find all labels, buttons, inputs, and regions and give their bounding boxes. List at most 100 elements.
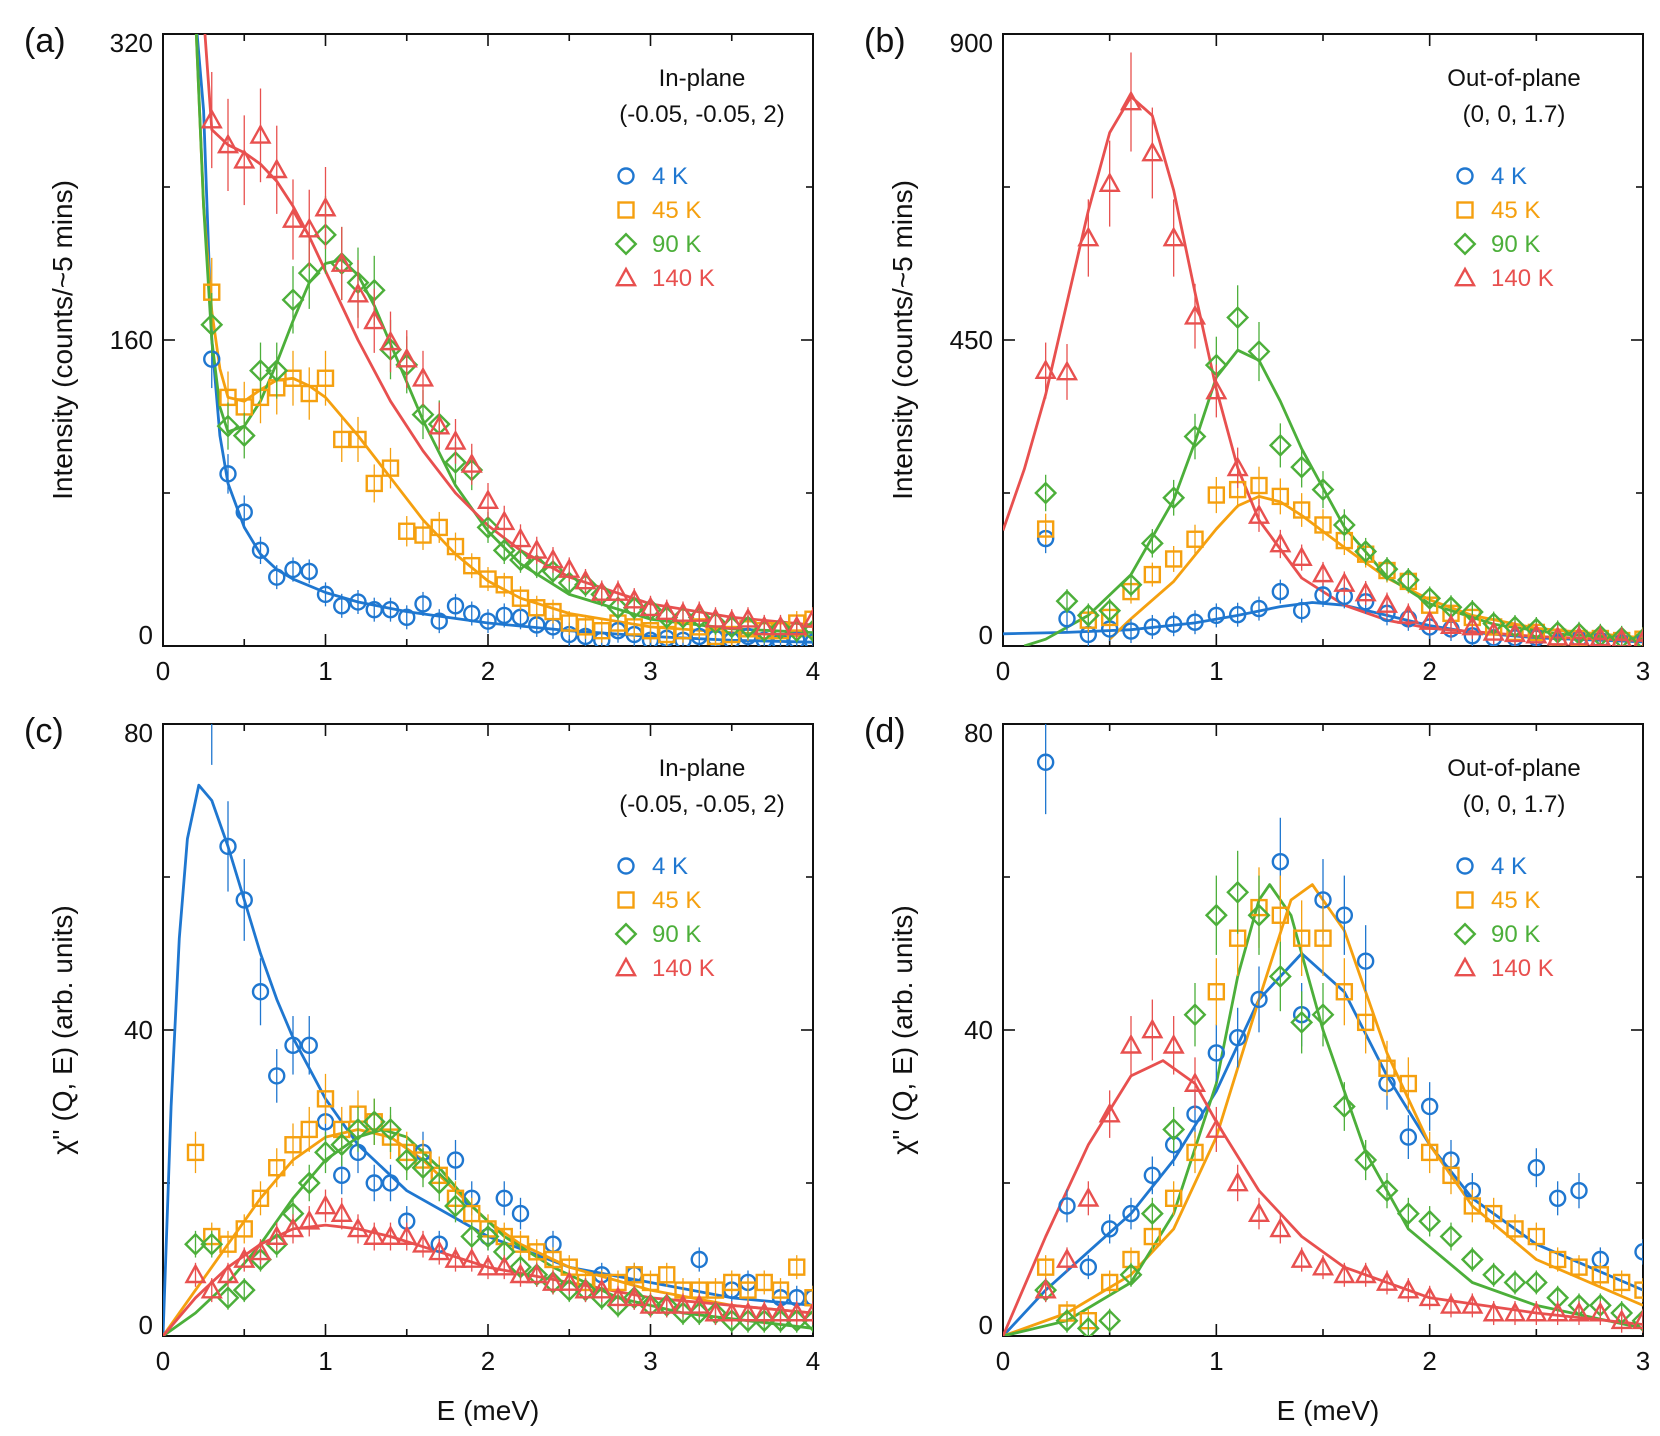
panel-a-point-140K <box>411 366 435 387</box>
panel-c-point-45K <box>511 1235 530 1253</box>
panel-d-legend: 4 K 45 K 90 K 140 K <box>1453 853 1554 982</box>
panel-d-point-90K <box>1460 1248 1484 1271</box>
panel-c-point-4K <box>365 1174 383 1192</box>
panel-b-point-90K <box>1098 599 1122 623</box>
panel-a-point-90K <box>297 261 321 285</box>
panel-b-point-140K <box>1525 623 1548 644</box>
panel-b-point-4K <box>1164 615 1183 633</box>
panel-a-ytick-label: 160 <box>110 325 153 355</box>
panel-d-point-140K <box>1311 1255 1335 1276</box>
panel-a-point-140K <box>769 615 792 636</box>
panel-c-point-140K <box>688 1293 711 1314</box>
panel-a-ytick-label: 320 <box>110 28 153 58</box>
panel-a-point-140K <box>525 538 548 559</box>
panel-c-point-45K <box>235 1220 253 1238</box>
panel-a-point-4K <box>463 604 481 623</box>
panel-a-point-90K <box>444 450 467 474</box>
panel-d-legend-marker <box>1456 891 1474 909</box>
panel-b-point-140K <box>1226 456 1249 477</box>
panel-c-point-140K <box>379 1225 402 1245</box>
panel-c-point-45K <box>300 1120 318 1139</box>
panel-d-ylabel: χ'' (Q, E) (arb. units) <box>887 905 918 1154</box>
panel-d-point-4K <box>1399 1128 1418 1146</box>
panel-b-point-45K <box>1207 486 1226 504</box>
panel-a-annotation-line2: (-0.05, -0.05, 2) <box>619 101 784 128</box>
panel-d-point-4K <box>1207 1044 1226 1062</box>
panel-d-point-140K <box>1567 1301 1591 1322</box>
panel-b-point-140K <box>1333 571 1356 592</box>
panel-a-point-90K <box>606 596 630 620</box>
panel-a-point-140K <box>541 548 565 569</box>
panel-d-point-90K <box>1119 1263 1143 1287</box>
panel-c-point-4K <box>251 983 270 1001</box>
panel-d-plot: 0 1 2 3 0 40 80 <box>964 718 1650 1376</box>
panel-a-ytick-label: 0 <box>139 620 153 650</box>
panel-a-point-4K <box>219 465 237 483</box>
panel-c-point-140K <box>655 1293 678 1314</box>
panel-a-legend-label: 90 K <box>652 231 701 258</box>
panel-b-point-90K <box>1311 478 1335 502</box>
panel-c-point-140K <box>704 1301 727 1322</box>
panel-c-point-45K <box>625 1266 643 1284</box>
panel-b-point-4K <box>1250 599 1268 618</box>
panel-d-point-45K <box>1591 1266 1610 1284</box>
panel-d-point-90K <box>1055 1309 1079 1333</box>
panel-d-xlabel: E (meV) <box>1277 1395 1380 1426</box>
panel-a-point-45K <box>593 622 611 640</box>
panel-b-point-90K <box>1290 455 1314 479</box>
panel-a-legend-marker <box>614 266 638 287</box>
panel-a-legend-marker <box>617 201 635 219</box>
panel-c-ytick-label: 40 <box>124 1015 153 1045</box>
panel-b-point-90K <box>1162 486 1186 510</box>
panel-d-point-45K <box>1527 1227 1546 1246</box>
panel-c-point-45K <box>771 1281 790 1299</box>
panel-d: (d) χ'' (Q, E) (arb. units) E (meV) Out-… <box>864 712 1650 1426</box>
panel-a-point-4K <box>804 633 813 646</box>
panel-c-point-90K <box>346 1118 370 1141</box>
panel-c: (c) χ'' (Q, E) (arb. units) E (meV) In-p… <box>24 712 820 1426</box>
panel-b-ytick-label: 450 <box>950 325 993 355</box>
panel-a-point-140K <box>216 133 240 154</box>
panel-b-legend-label: 45 K <box>1491 197 1540 224</box>
panel-d-point-140K <box>1077 1186 1100 1207</box>
panel-b-point-90K <box>1354 540 1378 563</box>
panel-a-point-90K <box>411 403 435 427</box>
panel-b-point-90K <box>1183 425 1207 449</box>
panel-d-ytick-label: 80 <box>964 718 993 748</box>
panel-a-point-4K <box>235 503 253 521</box>
panel-d-point-4K <box>1356 952 1375 970</box>
panel-b-point-45K <box>1271 487 1290 506</box>
panel-c-legend-marker <box>617 857 635 875</box>
panel-a-point-4K <box>414 595 432 613</box>
panel-a-xtick-label: 2 <box>481 656 495 686</box>
panel-c-point-45K <box>739 1281 757 1299</box>
panel-a-point-45K <box>365 474 383 493</box>
panel-c-point-90K <box>411 1156 435 1180</box>
panel-b-point-90K <box>1268 433 1292 457</box>
panel-a-point-140K <box>314 196 337 217</box>
panel-c-point-140K <box>476 1255 500 1276</box>
panel-d-point-45K <box>1164 1189 1183 1208</box>
panel-b-fit-140K <box>1003 95 1643 642</box>
panel-c-point-140K <box>753 1301 776 1322</box>
panel-a-point-90K <box>281 288 305 312</box>
panel-d-point-140K <box>1631 1309 1643 1330</box>
panel-letter-d: (d) <box>864 712 906 750</box>
panel-a-point-140K <box>590 580 613 601</box>
panel-b-point-140K <box>1269 532 1292 553</box>
panel-d-point-45K <box>1548 1250 1567 1269</box>
panel-d-point-4K <box>1570 1181 1588 1200</box>
panel-c-point-4K <box>511 1204 530 1223</box>
panel-b-point-140K <box>1418 610 1441 630</box>
panel-c-point-90K <box>460 1225 484 1248</box>
panel-c-legend-label: 140 K <box>652 955 715 982</box>
panel-b-point-45K <box>1292 501 1311 519</box>
panel-a-point-45K <box>576 618 595 636</box>
panel-b-point-140K <box>1611 627 1632 646</box>
panel-a-point-45K <box>641 622 660 640</box>
panel-d-point-140K <box>1503 1301 1527 1322</box>
panel-d-legend-marker <box>1456 857 1474 875</box>
panel-a-point-90K <box>476 515 500 539</box>
panel-d-point-90K <box>1247 903 1271 927</box>
